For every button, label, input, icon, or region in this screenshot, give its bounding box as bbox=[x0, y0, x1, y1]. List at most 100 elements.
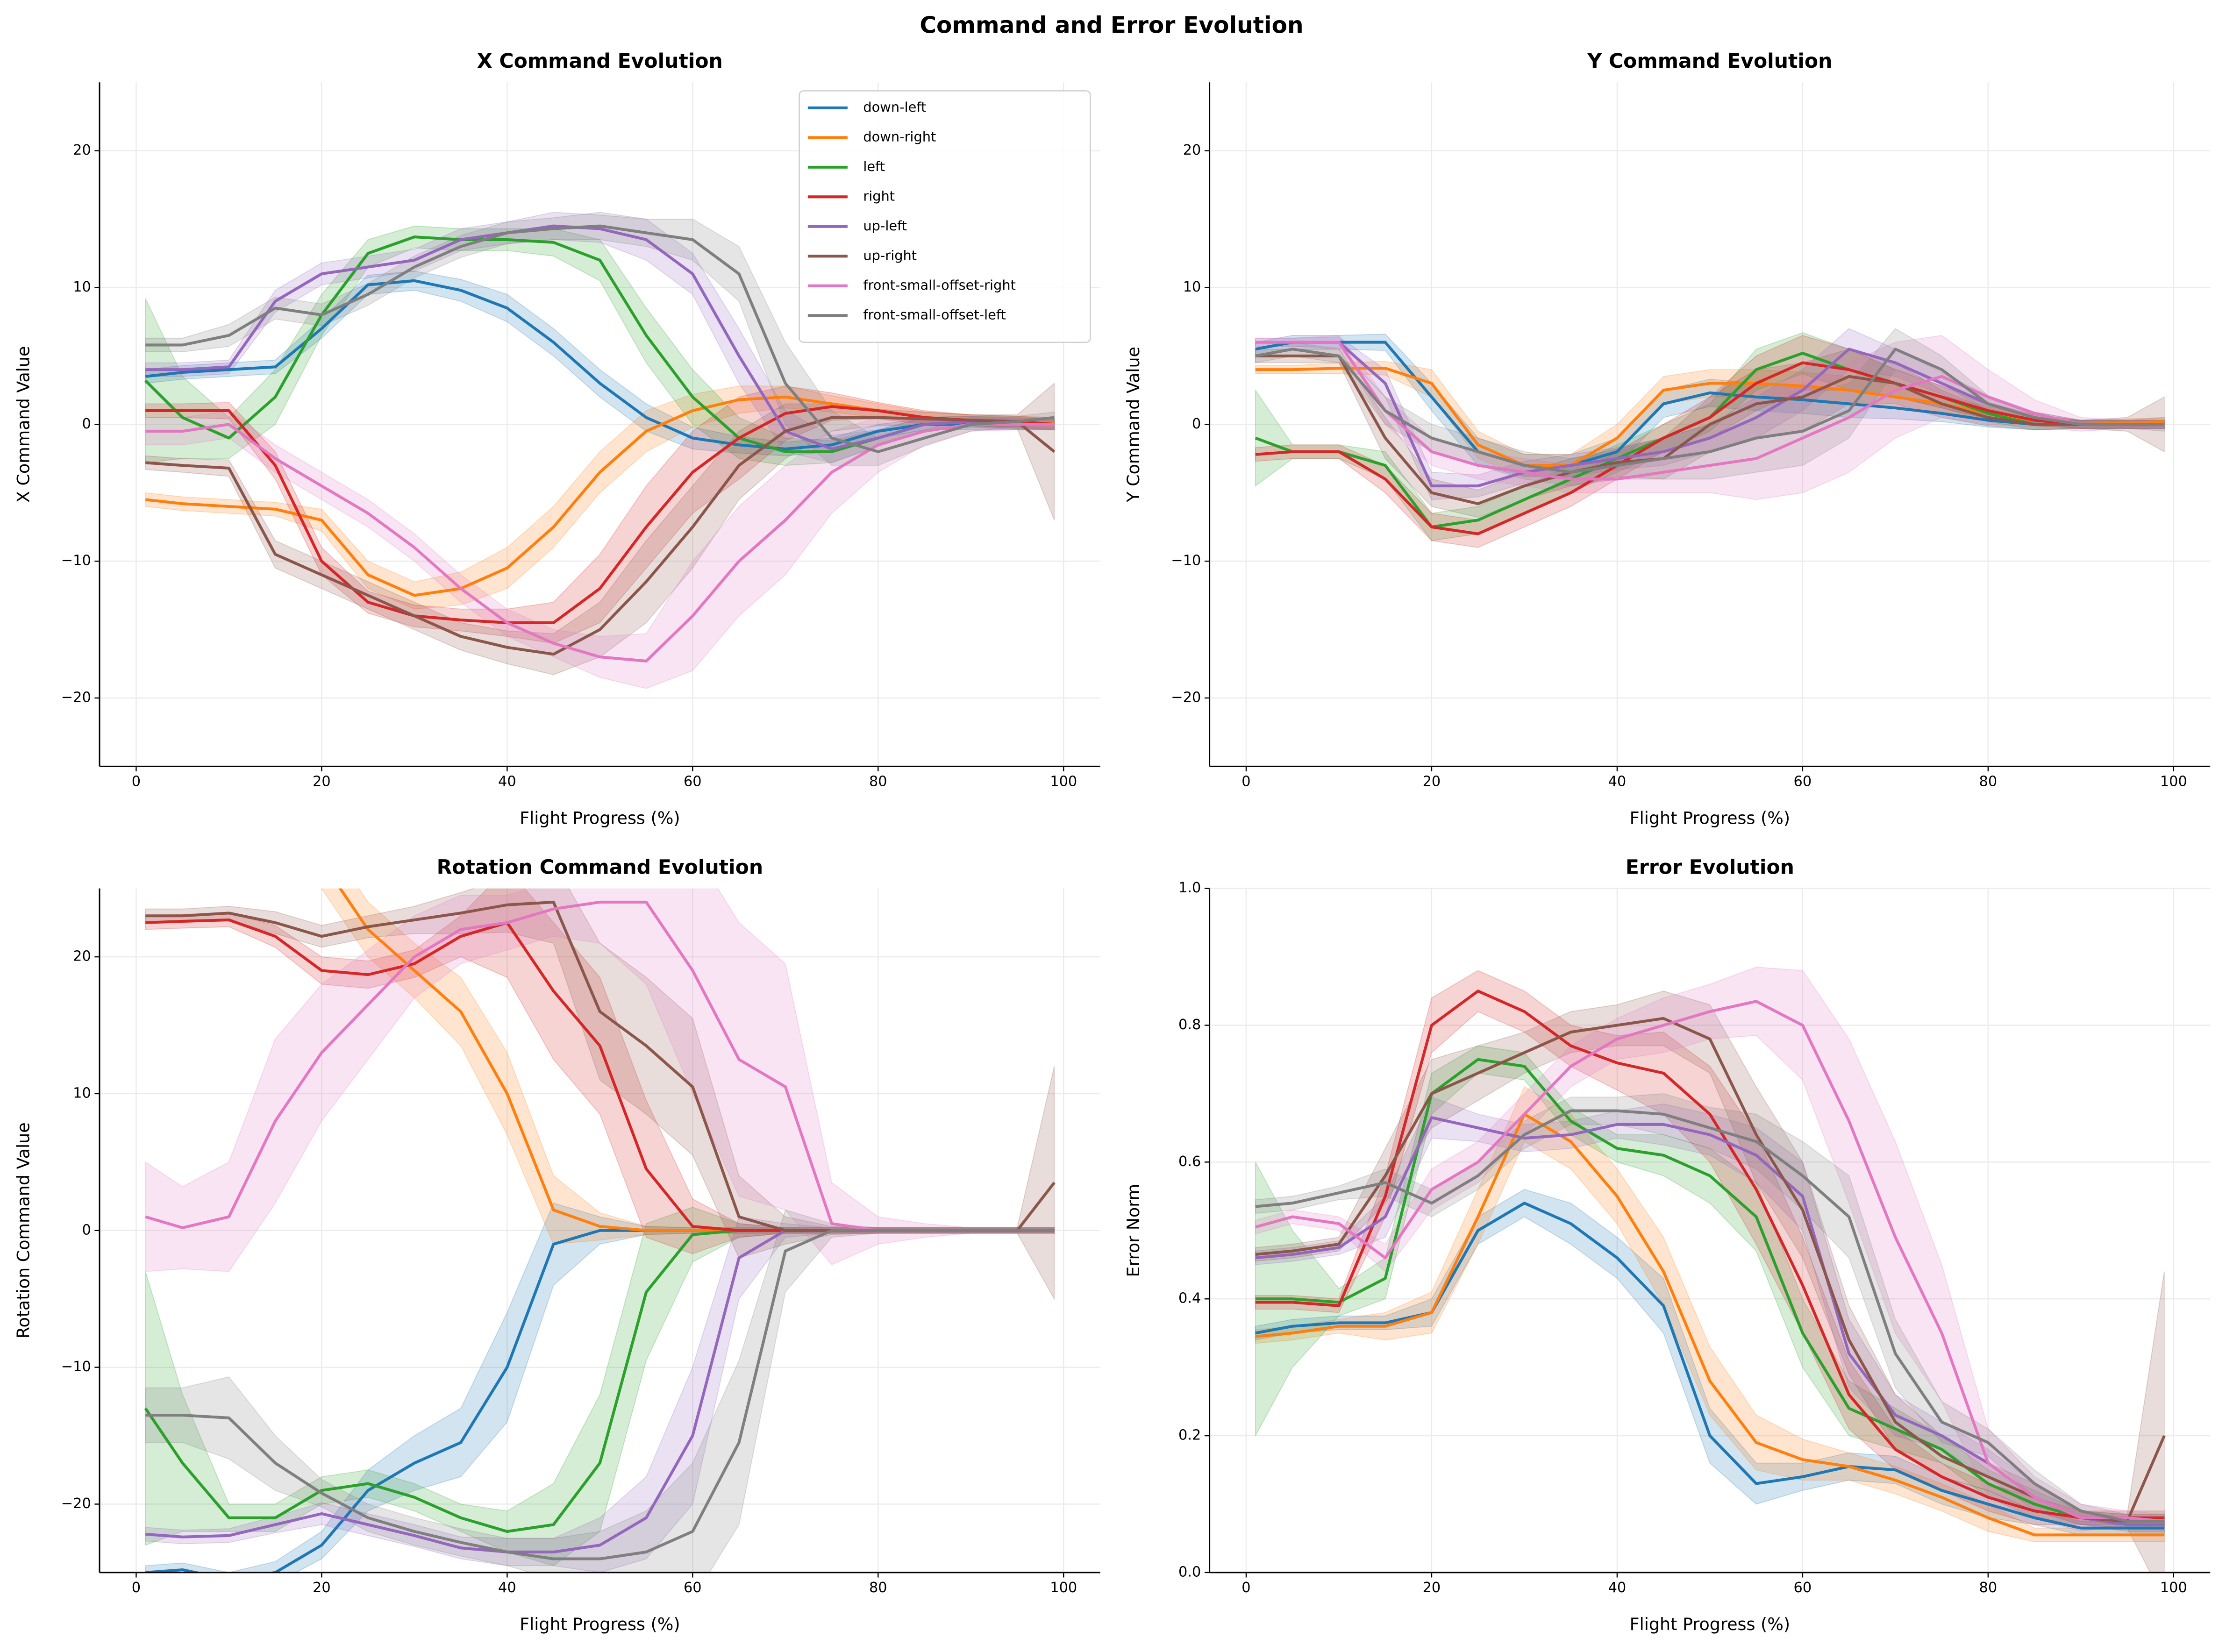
error-band bbox=[1255, 328, 2165, 500]
subplot-title: Y Command Evolution bbox=[1587, 50, 1832, 73]
y-tick-label: 10 bbox=[73, 1085, 91, 1101]
series-line bbox=[145, 224, 1055, 453]
series-line bbox=[145, 224, 1055, 451]
series-line bbox=[1255, 1058, 2164, 1523]
x-tick-label: 40 bbox=[498, 773, 516, 790]
x-tick-label: 20 bbox=[313, 773, 331, 790]
error-band bbox=[145, 888, 1055, 1254]
x-tick-label: 0 bbox=[1241, 773, 1250, 790]
x-tick-label: 0 bbox=[132, 773, 141, 790]
subplot-title: Error Evolution bbox=[1626, 856, 1794, 879]
series-line bbox=[1255, 354, 2164, 506]
y-tick-label: 10 bbox=[1183, 279, 1201, 295]
x-tick-label: 20 bbox=[313, 1580, 331, 1596]
x-tick-label: 0 bbox=[1241, 1580, 1250, 1596]
x-tick-label: 80 bbox=[1979, 1580, 1998, 1596]
series-line bbox=[145, 405, 1055, 624]
figure-title: Command and Error Evolution bbox=[920, 13, 1303, 39]
error-band bbox=[145, 1207, 1055, 1567]
legend: down-left down-right left right up-left up-ri… bbox=[799, 90, 1091, 343]
y-tick-label: −20 bbox=[61, 1495, 91, 1512]
series-line bbox=[145, 1229, 1055, 1560]
y-tick-label: −10 bbox=[61, 553, 91, 569]
y-axis-label: Y Command Value bbox=[1123, 347, 1143, 503]
error-band bbox=[145, 385, 1055, 610]
x-tick-label: 100 bbox=[2160, 773, 2187, 790]
legend-label: left bbox=[863, 158, 885, 174]
error-band bbox=[145, 225, 1055, 466]
error-band bbox=[320, 888, 1055, 1245]
y-tick-label: 20 bbox=[73, 142, 91, 158]
x-tick-label: 100 bbox=[1050, 1580, 1077, 1596]
y-tick-label: 20 bbox=[73, 948, 91, 965]
error-band bbox=[1255, 970, 2165, 1525]
series-line bbox=[145, 279, 1055, 451]
y-tick-label: 0 bbox=[82, 1222, 91, 1238]
error-band bbox=[145, 271, 1055, 456]
x-tick-label: 20 bbox=[1423, 1580, 1441, 1596]
legend-label: down-left bbox=[863, 99, 926, 115]
subplot: 0 20 40 60 80 100 0.0 0.2 0.4 0.6 0.8 1.0 Error Evol… bbox=[1123, 856, 2211, 1634]
subplot: 0 20 40 60 80 100 −20 −10 0 10 20 X Command Evoluti… bbox=[14, 50, 1100, 828]
series-line bbox=[145, 416, 1056, 656]
series-line bbox=[1255, 1109, 2164, 1523]
y-axis-label: Error Norm bbox=[1123, 1184, 1143, 1277]
x-tick-label: 100 bbox=[2160, 1580, 2187, 1596]
x-tick-label: 100 bbox=[1050, 773, 1077, 790]
error-band bbox=[145, 1209, 1055, 1573]
x-axis-label: Flight Progress (%) bbox=[520, 808, 680, 828]
plot-area bbox=[144, 212, 1056, 689]
subplot-title: X Command Evolution bbox=[477, 50, 723, 73]
x-tick-label: 60 bbox=[684, 773, 702, 790]
error-band bbox=[145, 382, 1055, 676]
error-band bbox=[1255, 1093, 2165, 1529]
x-tick-label: 40 bbox=[1608, 1580, 1627, 1596]
legend-label: right bbox=[863, 188, 895, 204]
y-axis-label: Rotation Command Value bbox=[14, 1122, 34, 1339]
error-band bbox=[1255, 1045, 2165, 1529]
error-band bbox=[145, 1203, 1055, 1573]
x-tick-label: 20 bbox=[1423, 773, 1441, 790]
x-tick-label: 40 bbox=[1608, 773, 1627, 790]
y-tick-label: 0 bbox=[82, 416, 91, 432]
x-tick-label: 80 bbox=[869, 1580, 887, 1596]
subplot-title: Rotation Command Evolution bbox=[437, 856, 763, 879]
y-tick-label: 0.2 bbox=[1178, 1427, 1201, 1444]
error-band bbox=[1255, 1086, 2165, 1542]
legend-label: front-small-offset-left bbox=[863, 306, 1006, 322]
plot-area bbox=[1255, 328, 2165, 548]
subplot: 0 20 40 60 80 100 −20 −10 0 10 20 Rotation Command … bbox=[14, 856, 1100, 1634]
legend-box bbox=[799, 90, 1091, 343]
subplot: 0 20 40 60 80 100 −20 −10 0 10 20 Y Command Evoluti… bbox=[1123, 50, 2211, 828]
series-line bbox=[1255, 990, 2164, 1519]
error-band bbox=[145, 888, 1055, 1301]
x-axis-label: Flight Progress (%) bbox=[1630, 808, 1790, 828]
y-tick-label: 10 bbox=[73, 279, 91, 295]
error-band bbox=[145, 410, 1055, 689]
error-band bbox=[1255, 1189, 2165, 1536]
y-tick-label: −10 bbox=[61, 1359, 91, 1375]
series-line bbox=[1255, 1017, 2166, 1523]
legend-label: down-right bbox=[863, 128, 936, 144]
y-tick-label: 0.8 bbox=[1178, 1017, 1201, 1033]
series-line bbox=[1255, 341, 2164, 481]
error-band bbox=[145, 888, 1055, 1272]
y-tick-label: 20 bbox=[1183, 142, 1201, 158]
x-tick-label: 60 bbox=[1794, 1580, 1812, 1596]
x-axis-label: Flight Progress (%) bbox=[520, 1614, 680, 1634]
x-tick-label: 80 bbox=[1979, 773, 1998, 790]
x-tick-label: 80 bbox=[869, 773, 887, 790]
series-line bbox=[1255, 1202, 2164, 1530]
error-band bbox=[145, 1216, 1055, 1573]
x-tick-label: 40 bbox=[498, 1580, 516, 1596]
x-tick-label: 0 bbox=[132, 1580, 141, 1596]
y-tick-label: −20 bbox=[61, 689, 91, 705]
error-band bbox=[145, 385, 1055, 644]
y-tick-label: 1.0 bbox=[1178, 880, 1201, 896]
y-tick-label: 0.4 bbox=[1178, 1290, 1201, 1307]
legend-label: front-small-offset-right bbox=[863, 277, 1016, 293]
x-axis-label: Flight Progress (%) bbox=[1630, 1614, 1790, 1634]
